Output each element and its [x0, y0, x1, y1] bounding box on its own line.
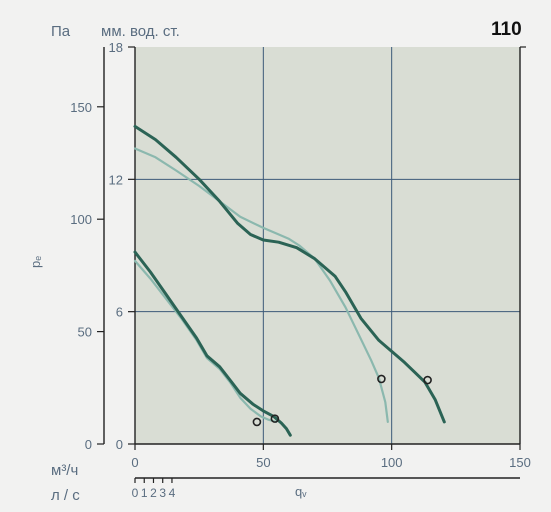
unit-ls-label: л / с: [51, 487, 80, 504]
pa-tick-label: 100: [70, 212, 92, 227]
operating-point-marker: [377, 374, 386, 384]
x-tick-label: 0: [131, 455, 138, 470]
operating-point-marker: [270, 414, 280, 423]
ls-tick-label: 3: [159, 486, 166, 500]
operating-point-marker: [252, 417, 262, 427]
operating-points: [252, 374, 432, 427]
y-tick-label: 6: [116, 305, 123, 320]
ls-tick-label: 1: [141, 486, 148, 500]
y-axis-label: pₑ: [28, 256, 43, 268]
pa-tick-label: 0: [85, 437, 92, 452]
plot-area: [135, 47, 520, 444]
ls-tick-label: 4: [169, 486, 176, 500]
curve-dark-4: [133, 250, 292, 437]
y-tick-label: 12: [109, 172, 123, 187]
x-tick-label: 50: [256, 455, 270, 470]
ls-tick-label: 0: [132, 486, 139, 500]
ls-tick-label: 2: [150, 486, 157, 500]
x-tick-label: 150: [509, 455, 531, 470]
x-axis-label: qᵥ: [295, 484, 307, 499]
curve-light-1: [133, 147, 389, 423]
model-badge: 110: [491, 19, 522, 40]
pa-tick-label: 50: [78, 325, 92, 340]
curves: [133, 124, 446, 437]
y-tick-label: 0: [116, 437, 123, 452]
pa-tick-label: 150: [70, 100, 92, 115]
y-tick-label: 18: [109, 40, 123, 55]
unit-m3h-label: м³/ч: [51, 462, 78, 479]
unit-pa-label: Па: [51, 23, 71, 40]
x-tick-label: 100: [381, 455, 403, 470]
operating-point-marker: [423, 375, 432, 385]
curve-dark-2: [133, 124, 446, 424]
unit-mm-label: мм. вод. ст.: [101, 23, 180, 40]
